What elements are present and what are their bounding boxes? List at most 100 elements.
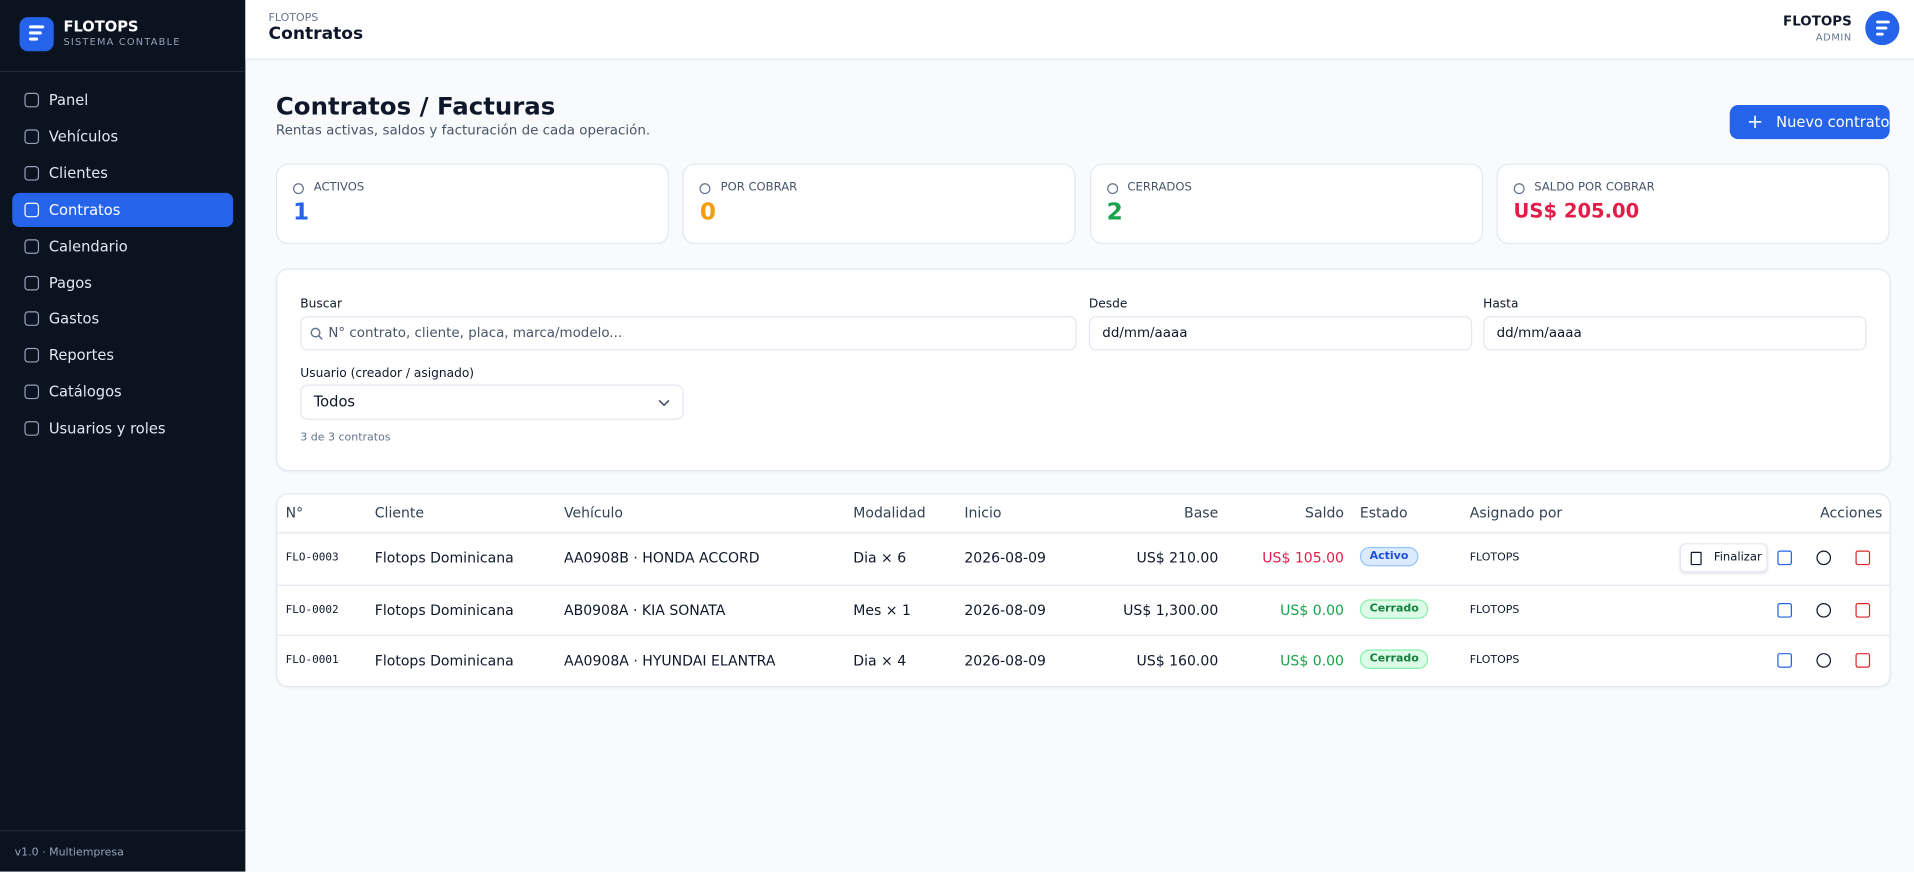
page-title: Contratos / Facturas	[275, 91, 556, 121]
nav-item[interactable]: Calendario	[12, 229, 233, 263]
stat-label: SALDO POR COBRAR	[1534, 180, 1655, 195]
edit-payment-button[interactable]	[1777, 550, 1792, 566]
cell: Dia × 6	[853, 549, 907, 567]
nav-label: Gastos	[48, 310, 100, 328]
cell: 2026-08-09	[964, 601, 1046, 619]
view-button[interactable]	[1816, 602, 1832, 618]
nav-icon	[24, 421, 40, 436]
column-header: Asignado por	[1469, 504, 1563, 522]
finalize-icon	[1690, 551, 1702, 566]
user-select[interactable]: Todos	[300, 384, 684, 420]
user-label: Usuario (creador / asignado)	[300, 367, 475, 381]
nav-icon	[24, 129, 40, 144]
delete-button[interactable]	[1855, 550, 1871, 566]
nav-label: Calendario	[48, 237, 128, 255]
nav-label: Usuarios y roles	[48, 420, 166, 438]
nav-item[interactable]: Clientes	[12, 156, 233, 190]
plus-icon: +	[1746, 109, 1764, 134]
column-header: N°	[285, 504, 304, 522]
stat-icon	[292, 183, 304, 195]
nav-item[interactable]: Contratos	[12, 192, 234, 227]
nav-item[interactable]: Panel	[12, 83, 233, 117]
nav-label: Contratos	[48, 201, 121, 219]
cell: FLOTOPS	[1469, 654, 1520, 667]
nav-item[interactable]: Reportes	[12, 338, 233, 372]
header-title: Contratos	[268, 24, 364, 44]
cell: US$ 0.00	[1280, 601, 1344, 619]
column-header: Estado	[1359, 504, 1408, 522]
cell: FLOTOPS	[1469, 551, 1520, 564]
delete-button[interactable]	[1855, 602, 1871, 618]
user-value: Todos	[313, 393, 356, 411]
to-label: Hasta	[1483, 297, 1519, 312]
nav-label: Vehículos	[48, 128, 119, 146]
stat-value: US$ 205.00	[1513, 198, 1640, 223]
cell: Mes × 1	[853, 601, 911, 619]
nav-icon	[24, 384, 40, 400]
avatar[interactable]	[1865, 10, 1900, 46]
page-subtitle: Rentas activas, saldos y facturación de …	[275, 122, 651, 138]
cell: FLO-0003	[285, 551, 339, 564]
nav-item[interactable]: Catálogos	[12, 375, 233, 409]
cell: 2026-08-09	[964, 549, 1046, 567]
cell: FLO-0002	[285, 603, 339, 617]
stat-card: ACTIVOS 1	[275, 163, 669, 245]
cell: US$ 210.00	[1136, 549, 1219, 567]
search-label: Buscar	[300, 297, 342, 312]
nav-icon	[24, 202, 40, 217]
version: v1.0 · Multiempresa	[14, 847, 124, 860]
status-badge: Cerrado	[1359, 598, 1429, 619]
nav-item[interactable]: Vehículos	[12, 119, 233, 153]
stat-icon	[1106, 183, 1118, 195]
cell: Flotops Dominicana	[374, 652, 514, 670]
nav-item[interactable]: Usuarios y roles	[12, 411, 233, 445]
sidebar: FLOTOPS SISTEMA CONTABLE Panel Vehículos C…	[0, 0, 246, 872]
edit-payment-button[interactable]	[1777, 653, 1792, 669]
edit-payment-button[interactable]	[1777, 602, 1792, 618]
finalize-label: Finalizar	[1713, 550, 1762, 564]
column-header: Inicio	[964, 504, 1002, 522]
cell: US$ 0.00	[1280, 652, 1344, 670]
button-label: Nuevo contrato	[1776, 113, 1890, 131]
nav-item[interactable]: Gastos	[12, 302, 233, 336]
stat-label: CERRADOS	[1127, 180, 1192, 195]
divider	[0, 830, 246, 832]
nav-icon	[24, 348, 40, 363]
nav-icon	[24, 275, 40, 290]
view-button[interactable]	[1816, 550, 1832, 566]
from-input[interactable]: dd/mm/aaaa	[1088, 316, 1473, 351]
brand: FLOTOPS	[63, 18, 139, 36]
column-header: Saldo	[1305, 504, 1344, 522]
view-button[interactable]	[1816, 653, 1832, 669]
stat-card: POR COBRAR 0	[682, 163, 1076, 245]
stat-card: CERRADOS 2	[1089, 163, 1483, 245]
header-border	[277, 532, 1890, 534]
user-name: FLOTOPS	[1783, 13, 1852, 30]
breadcrumb: FLOTOPS	[268, 12, 319, 25]
to-placeholder: dd/mm/aaaa	[1496, 324, 1582, 341]
cell: Dia × 4	[853, 652, 907, 670]
nav-item[interactable]: Pagos	[12, 266, 233, 300]
search-icon	[310, 327, 323, 340]
nav-icon	[24, 165, 40, 181]
from-label: Desde	[1088, 297, 1128, 312]
search-placeholder: N° contrato, cliente, placa, marca/model…	[328, 324, 623, 341]
search-input[interactable]: N° contrato, cliente, placa, marca/model…	[300, 316, 1077, 351]
stat-value: 1	[292, 198, 310, 226]
result-count: 3 de 3 contratos	[300, 432, 391, 445]
stat-card: SALDO POR COBRAR US$ 205.00	[1496, 163, 1890, 245]
cell: FLO-0001	[285, 654, 339, 667]
status-badge: Activo	[1359, 546, 1419, 567]
stat-icon	[1513, 183, 1525, 195]
to-input[interactable]: dd/mm/aaaa	[1483, 316, 1867, 351]
column-header: Acciones	[1820, 504, 1883, 522]
delete-button[interactable]	[1855, 653, 1871, 669]
nav-label: Pagos	[48, 274, 92, 292]
table-row: FLO-0001 Flotops Dominicana AA0908A · HYUN…	[277, 635, 1890, 686]
nav-icon	[24, 238, 40, 254]
status-badge: Cerrado	[1359, 649, 1429, 670]
finalize-button[interactable]: Finalizar	[1679, 543, 1768, 573]
new-contract-button[interactable]: + Nuevo contrato	[1729, 104, 1890, 140]
cell: US$ 160.00	[1136, 652, 1219, 670]
